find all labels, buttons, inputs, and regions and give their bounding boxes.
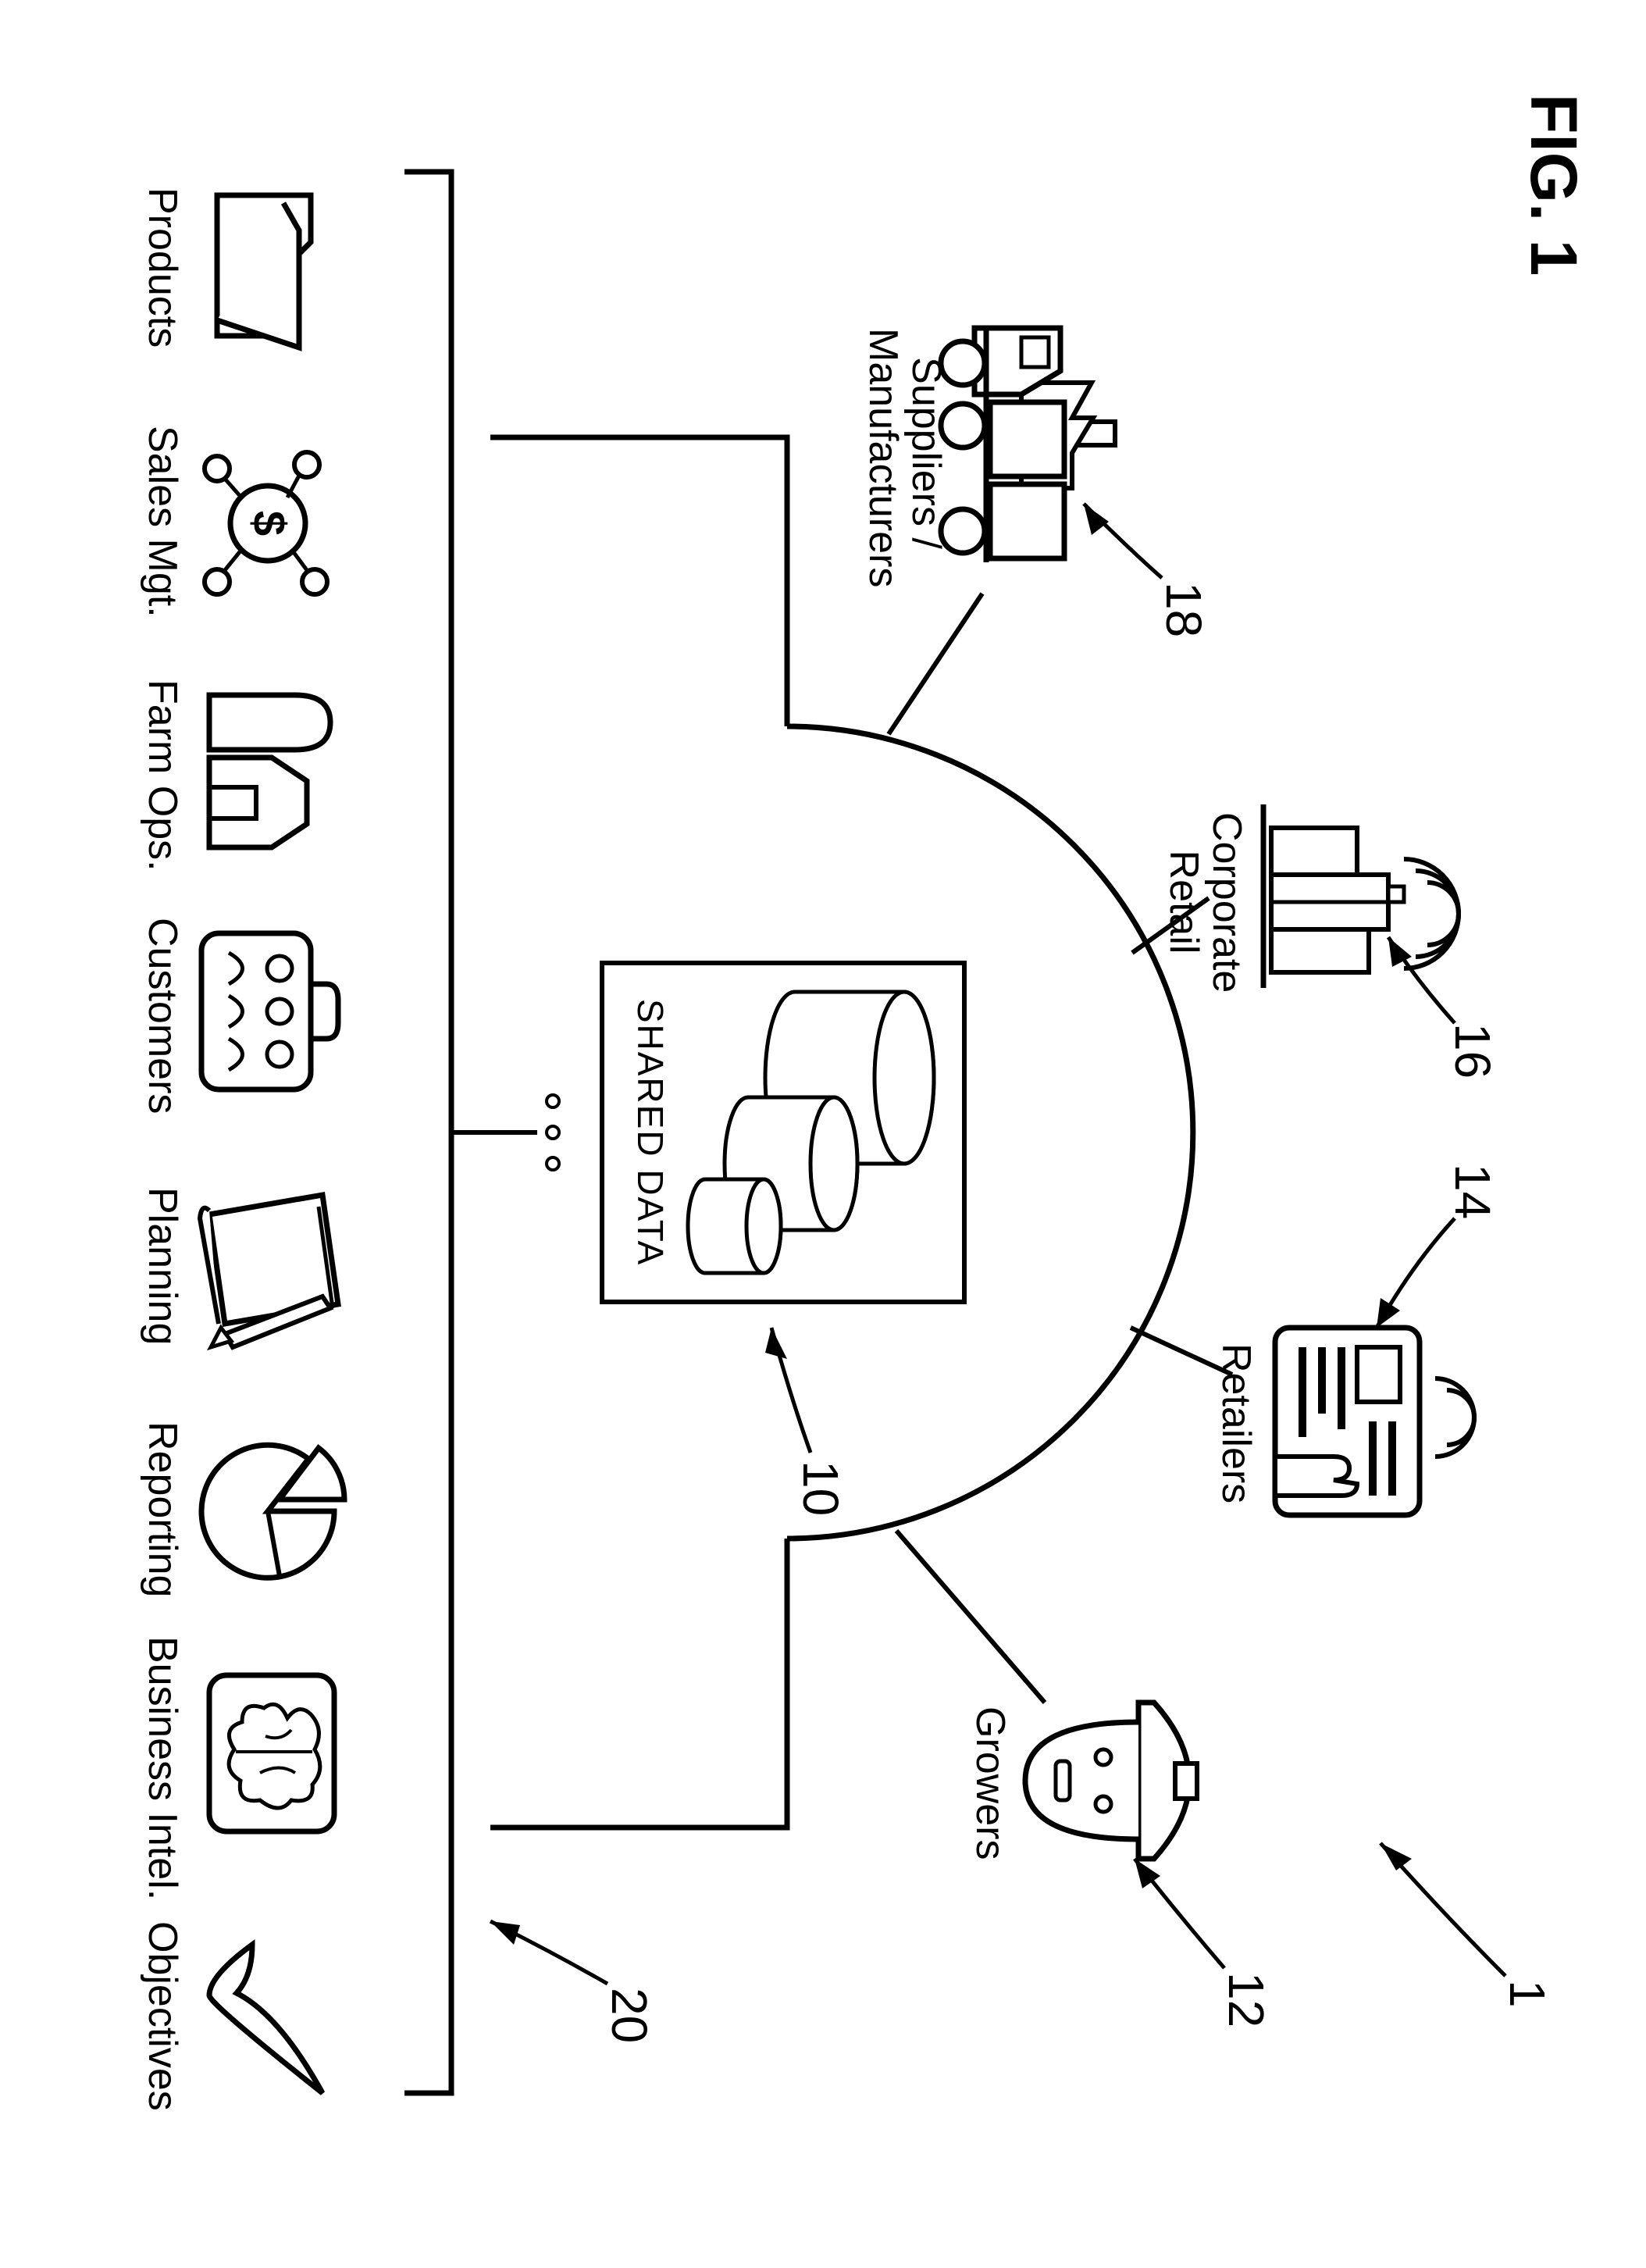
- shared-data-box: SHARED DATA: [600, 961, 967, 1304]
- corporate-line1: Corporate: [1204, 812, 1249, 993]
- corporate-retail-label: Corporate Retail: [1163, 812, 1248, 992]
- suppliers-line1: Suppliers /: [903, 357, 949, 549]
- mod-products-label: Products: [139, 187, 186, 348]
- mod-planning-label: Planning: [139, 1187, 186, 1345]
- ref-1: 1: [1498, 1980, 1556, 2008]
- suppliers-line2: Manufacturers: [860, 328, 906, 587]
- mod-bi-label: Business Intel.: [139, 1636, 186, 1900]
- mod-sales-label: Sales Mgt.: [139, 426, 186, 618]
- corporate-line2: Retail: [1161, 850, 1206, 954]
- mod-farm-label: Farm Ops.: [139, 679, 186, 872]
- shared-data-label: SHARED DATA: [629, 999, 672, 1266]
- mod-reporting-label: Reporting: [139, 1421, 186, 1597]
- growers-label: Growers: [967, 1706, 1014, 1860]
- diagram-canvas: FIG. 1: [0, 0, 1646, 2268]
- ref-18: 18: [1155, 582, 1213, 637]
- ref-14: 14: [1444, 1164, 1502, 1219]
- figure-title: FIG. 1: [1516, 94, 1591, 276]
- retailers-label: Retailers: [1213, 1343, 1259, 1503]
- suppliers-label: Suppliers / Manufacturers: [862, 328, 947, 578]
- svg-text:$: $: [244, 511, 294, 536]
- ref-10: 10: [792, 1460, 850, 1516]
- mod-objectives-label: Objectives: [139, 1921, 186, 2111]
- ref-20: 20: [600, 1988, 658, 2043]
- ref-16: 16: [1444, 1023, 1502, 1079]
- mod-customers-label: Customers: [139, 918, 186, 1114]
- ref-12: 12: [1217, 1972, 1275, 2027]
